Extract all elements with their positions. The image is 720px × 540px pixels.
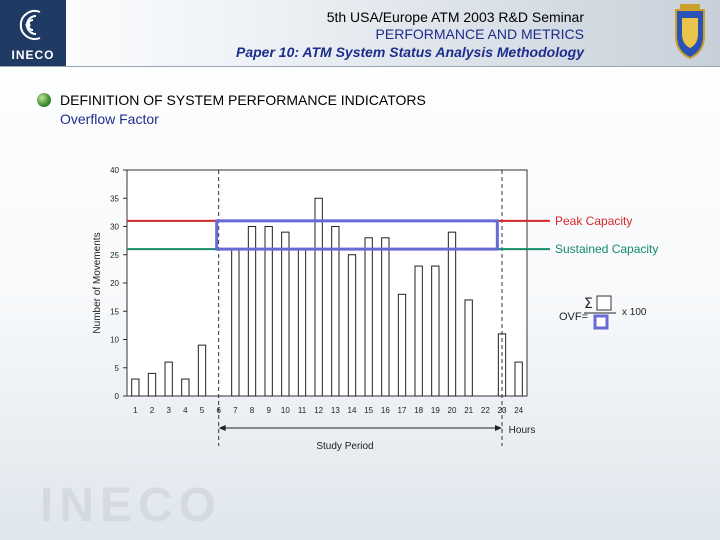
bar-10	[281, 231, 290, 397]
header-track-title: PERFORMANCE AND METRICS	[375, 26, 584, 42]
y-tick-label: 40	[110, 166, 119, 175]
university-crest-icon	[675, 4, 705, 60]
bar-2	[147, 372, 157, 397]
x-tick-label: 15	[364, 406, 373, 415]
x-tick-label: 17	[398, 406, 407, 415]
ovf-denominator-box-icon	[593, 314, 609, 330]
bar-19	[431, 265, 440, 397]
overflow-highlight-box	[215, 219, 499, 251]
y-tick-label: 0	[115, 392, 120, 401]
bar-5	[197, 344, 207, 397]
bar-17	[397, 293, 407, 397]
header-seminar-title: 5th USA/Europe ATM 2003 R&D Seminar	[326, 9, 584, 25]
x-tick-label: 10	[281, 406, 290, 415]
x-tick-label: 7	[233, 406, 238, 415]
x-tick-label: 4	[183, 406, 188, 415]
x-tick-label: 21	[464, 406, 473, 415]
ineco-watermark: INECO	[40, 479, 223, 532]
bar-1	[131, 378, 140, 397]
y-tick-label: 30	[110, 223, 119, 232]
x-tick-label: 14	[348, 406, 357, 415]
header-banner: INECO 5th USA/Europe ATM 2003 R&D Semina…	[0, 0, 720, 67]
x-tick-label: 8	[250, 406, 255, 415]
x-tick-label: 3	[166, 406, 171, 415]
bar-24	[514, 361, 523, 397]
bar-18	[414, 265, 423, 397]
x-tick-label: 20	[448, 406, 457, 415]
bar-3	[164, 361, 173, 397]
section-heading: DEFINITION OF SYSTEM PERFORMANCE INDICAT…	[60, 92, 426, 108]
x-tick-label: 5	[200, 406, 205, 415]
y-tick-label: 15	[110, 307, 119, 316]
x-tick-label: 18	[414, 406, 423, 415]
ovf-numerator-box-icon	[596, 295, 612, 311]
x-tick-label: 1	[133, 406, 138, 415]
peak-capacity-label: Peak Capacity	[555, 214, 632, 228]
plot-area	[126, 169, 528, 397]
x-axis-label: Hours	[509, 425, 536, 436]
ovf-sigma-symbol: Σ	[584, 296, 593, 312]
bar-12	[314, 197, 323, 397]
section-subheading: Overflow Factor	[60, 111, 159, 127]
ovf-formula-prefix: OVF=	[559, 311, 588, 323]
bar-9	[264, 226, 273, 397]
header-paper-title: Paper 10: ATM System Status Analysis Met…	[235, 44, 584, 60]
x-tick-label: 19	[431, 406, 440, 415]
bar-8	[247, 226, 257, 397]
y-tick-label: 20	[110, 279, 119, 288]
x-tick-label: 22	[481, 406, 490, 415]
bar-21	[464, 299, 473, 397]
x-tick-label: 9	[266, 406, 271, 415]
x-tick-label: 24	[514, 406, 523, 415]
bar-23	[497, 333, 507, 397]
ineco-logo: INECO	[0, 0, 66, 66]
study-period-arrow-right-head	[495, 425, 502, 431]
study-period-arrow-left-head	[218, 425, 226, 431]
x-tick-label: 12	[314, 406, 323, 415]
x-tick-label: 13	[331, 406, 340, 415]
bullet-icon	[37, 93, 51, 107]
x-tick-label: 2	[150, 406, 155, 415]
study-period-label: Study Period	[316, 441, 373, 452]
ineco-swirl-icon	[19, 10, 41, 40]
y-axis-label: Number of Movements	[92, 232, 103, 333]
bar-11	[297, 248, 307, 397]
bar-15	[364, 237, 373, 397]
bar-16	[381, 237, 390, 397]
y-tick-label: 25	[110, 251, 119, 260]
x-tick-label: 11	[298, 406, 307, 415]
bar-4	[181, 378, 190, 397]
bar-13	[331, 226, 340, 397]
y-tick-label: 35	[110, 194, 119, 203]
bar-7	[231, 248, 240, 397]
bar-14	[347, 254, 357, 397]
x-tick-label: 16	[381, 406, 390, 415]
bar-20	[447, 231, 457, 397]
ineco-logo-text: INECO	[11, 48, 55, 62]
sustained-capacity-label: Sustained Capacity	[555, 242, 658, 256]
ovf-formula-suffix: x 100	[622, 307, 647, 318]
y-tick-label: 10	[110, 336, 119, 345]
y-tick-label: 5	[115, 364, 120, 373]
